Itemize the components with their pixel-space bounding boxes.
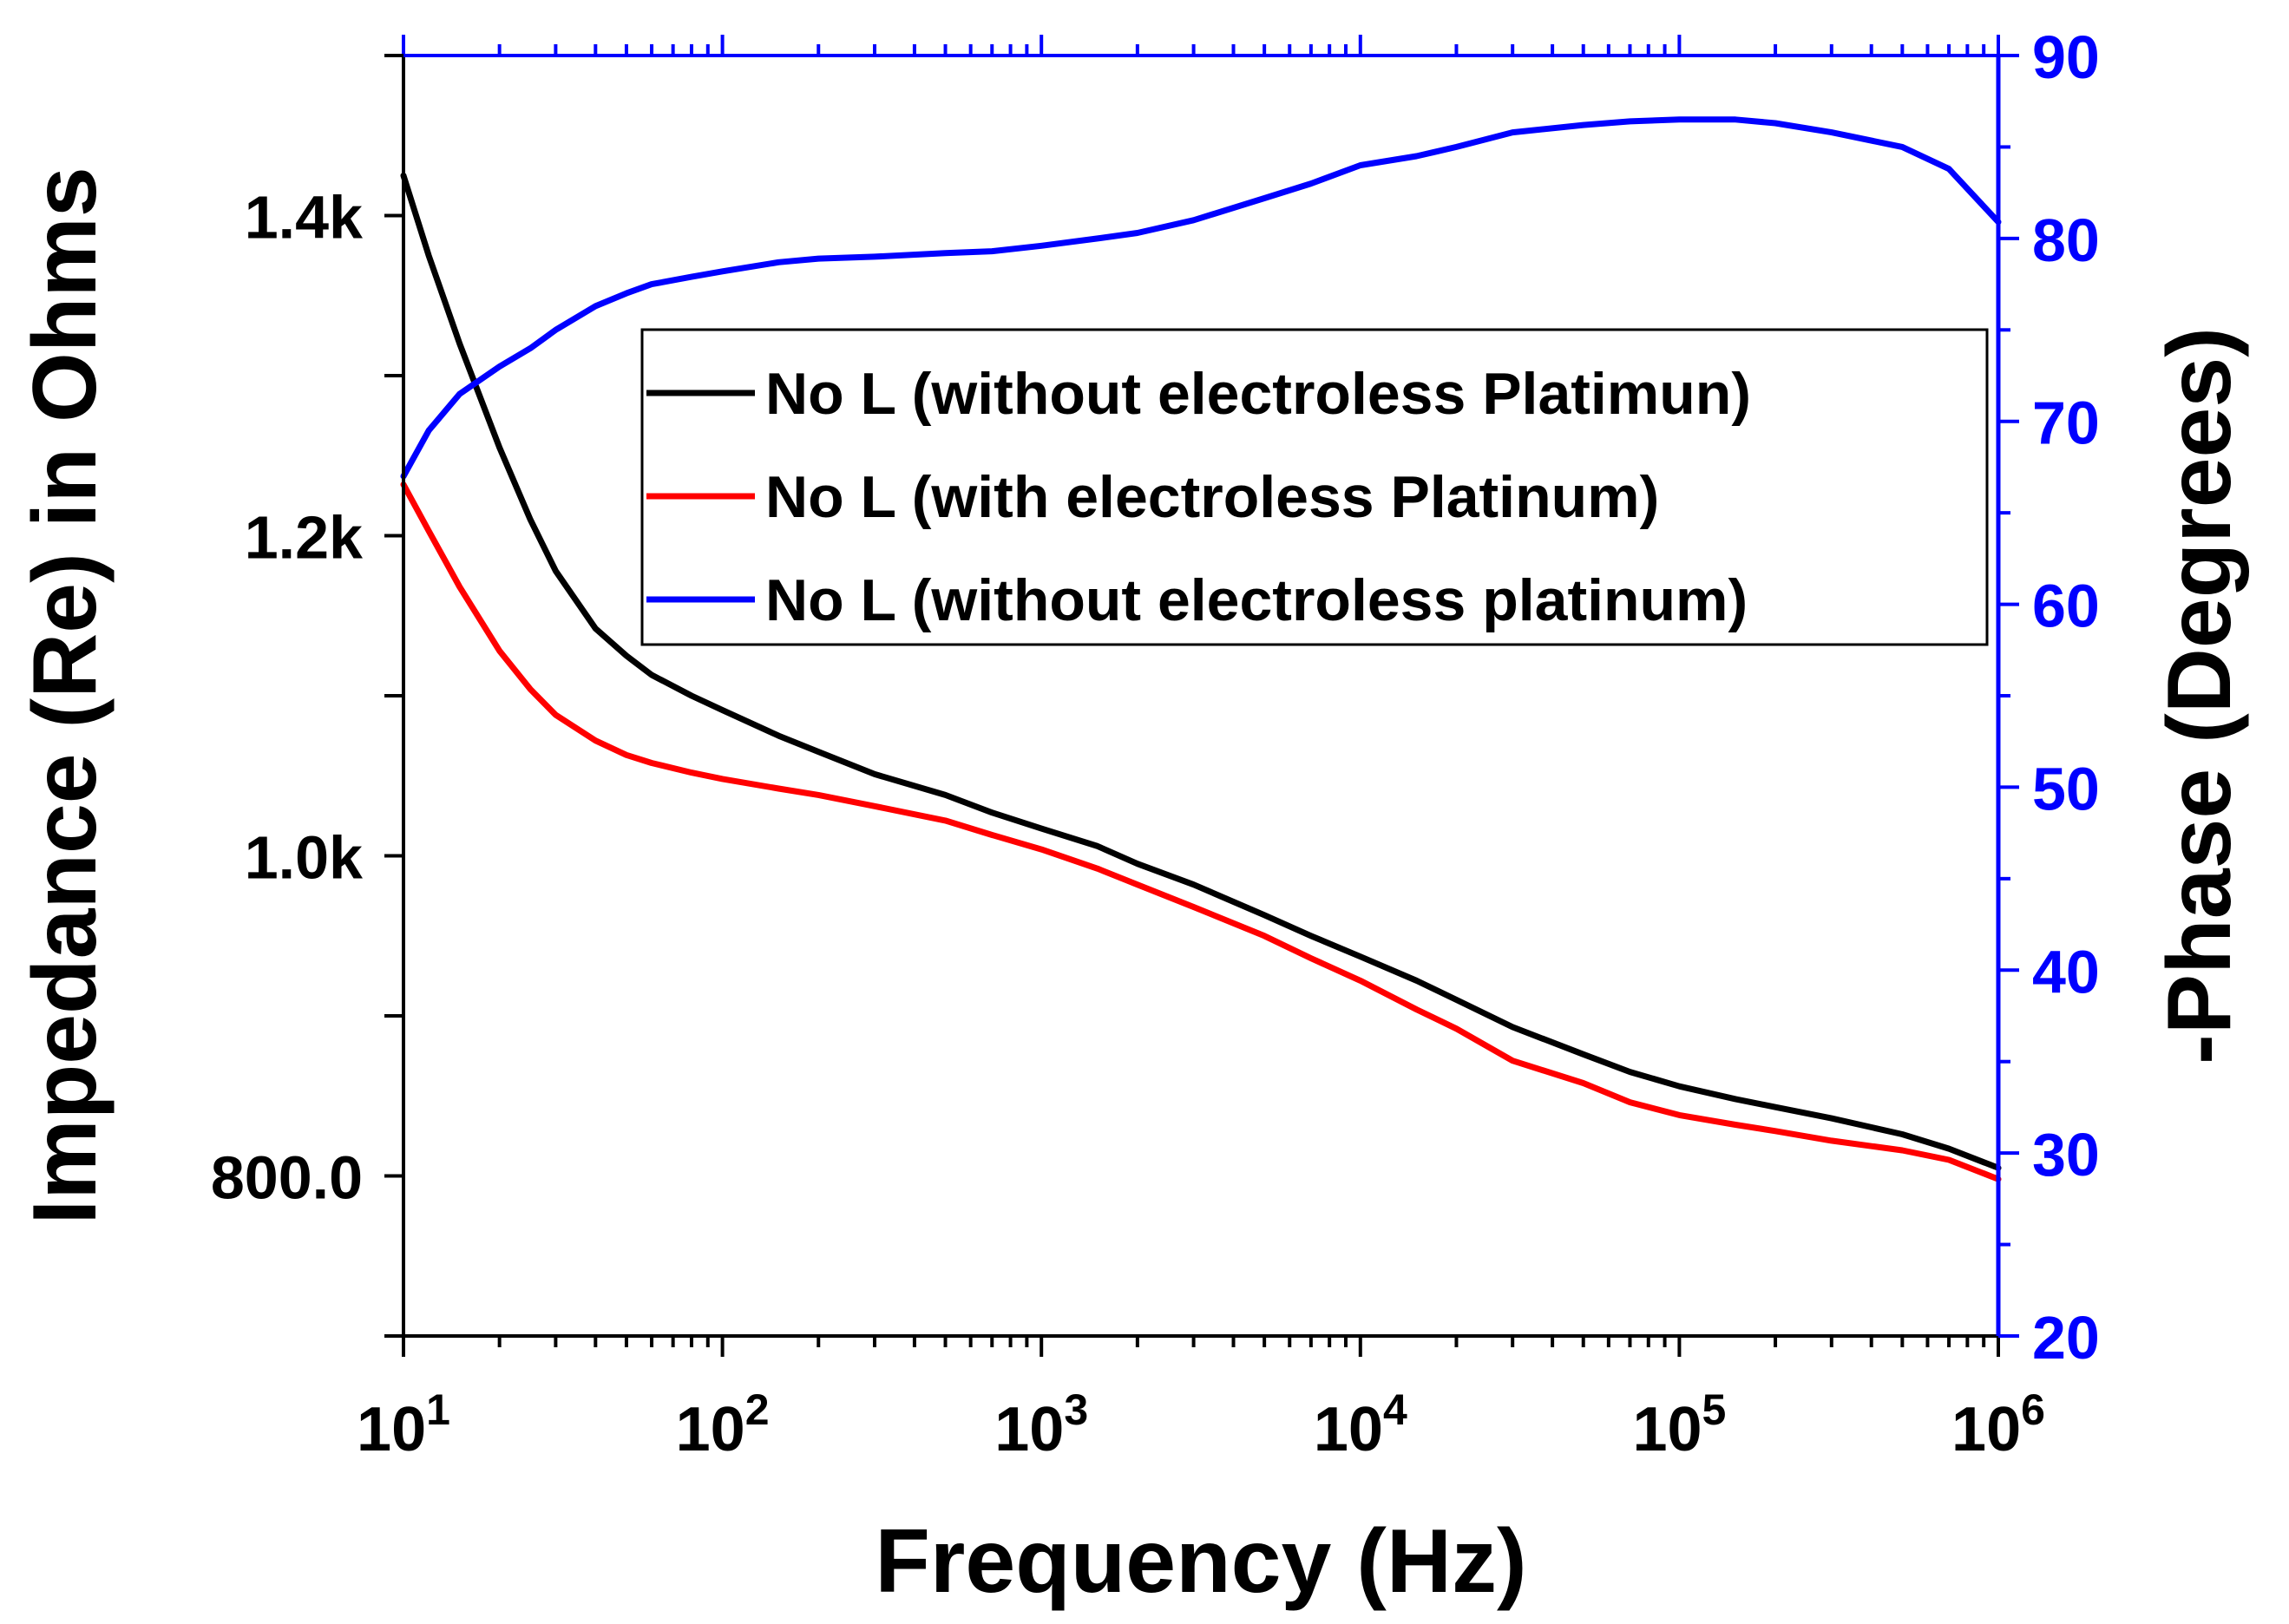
x-tick-label: 101: [357, 1385, 450, 1464]
y-right-tick-label: 40: [2032, 938, 2100, 1005]
y-right-tick-label: 30: [2032, 1121, 2100, 1189]
y-left-tick-label: 1.0k: [245, 824, 363, 892]
legend-box: [640, 328, 1989, 646]
x-tick-label: 106: [1951, 1385, 2045, 1464]
y-right-tick-label: 60: [2032, 573, 2100, 640]
y-left-tick-label: 1.2k: [245, 504, 363, 572]
x-tick-label-exponent: 5: [1702, 1385, 1727, 1434]
x-tick-label-exponent: 4: [1383, 1385, 1407, 1434]
left-axis-ticks: 800.0 1.0k 1.2k 1.4k: [211, 54, 403, 1338]
right-axis-title: -Phase (Degrees): [2149, 327, 2250, 1064]
y-right-tick-label: 20: [2032, 1304, 2100, 1372]
x-tick-label-exponent: 6: [2021, 1385, 2045, 1434]
legend: No L (without electroless Platimun) No L …: [640, 328, 1989, 646]
x-tick-label-base: 10: [1314, 1395, 1383, 1464]
x-tick-label-base: 10: [676, 1395, 745, 1464]
right-axis-ticks: 20 30 40 50 60 70 80 90: [1998, 23, 2100, 1372]
x-tick-label-exponent: 3: [1064, 1385, 1088, 1434]
x-tick-label-exponent: 1: [426, 1385, 450, 1434]
series-line-3: [400, 116, 2002, 480]
y-right-tick-label: 80: [2032, 206, 2100, 274]
legend-label-2: No L (with electroless Platinum): [765, 464, 1659, 530]
y-right-tick-label: 50: [2032, 755, 2100, 822]
series-line-1: [400, 172, 2002, 1171]
x-axis-title: Frequency (Hz): [875, 1511, 1526, 1612]
x-tick-label-base: 10: [994, 1395, 1064, 1464]
top-axis-ticks: [402, 35, 2000, 56]
legend-label-1: No L (without electroless Platimun): [765, 361, 1751, 427]
y-right-tick-label: 90: [2032, 23, 2100, 91]
x-tick-label-exponent: 2: [745, 1385, 770, 1434]
series-layer: [400, 116, 2002, 1182]
x-tick-label: 103: [994, 1385, 1088, 1464]
x-tick-label: 104: [1314, 1385, 1407, 1464]
series-line-2: [400, 481, 2002, 1182]
x-tick-label: 105: [1632, 1385, 1726, 1464]
legend-label-3: No L (without electroless platinum): [765, 567, 1748, 633]
left-axis-title: Impedance (Re) in Ohms: [15, 167, 115, 1224]
x-tick-label: 102: [676, 1385, 770, 1464]
x-axis-ticks: 101 102 103 104 105 106: [357, 1336, 2045, 1464]
y-left-tick-label: 1.4k: [245, 184, 363, 252]
x-tick-label-base: 10: [1632, 1395, 1702, 1464]
x-tick-label-base: 10: [357, 1395, 426, 1464]
y-right-tick-label: 70: [2032, 390, 2100, 457]
x-tick-label-base: 10: [1951, 1395, 2021, 1464]
y-left-tick-label: 800.0: [211, 1144, 363, 1212]
